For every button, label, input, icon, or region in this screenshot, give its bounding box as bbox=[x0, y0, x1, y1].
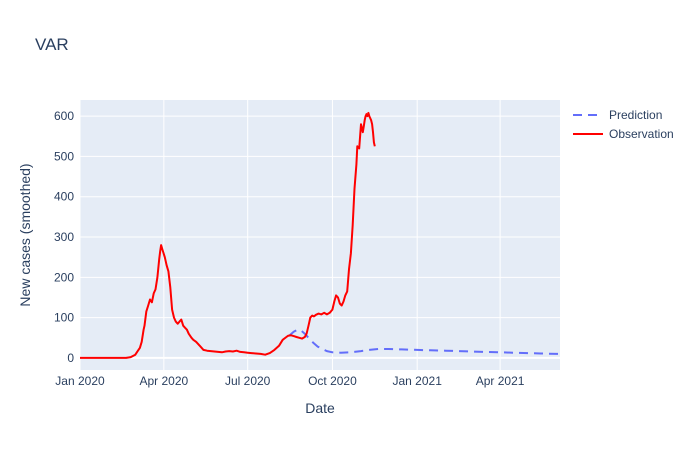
x-tick-label: Oct 2020 bbox=[308, 374, 357, 388]
x-tick-label: Apr 2020 bbox=[139, 374, 188, 388]
y-tick-label: 100 bbox=[54, 311, 74, 325]
legend[interactable]: Prediction Observation bbox=[573, 108, 674, 141]
y-tick-label: 600 bbox=[54, 109, 74, 123]
x-tick-label: Jan 2021 bbox=[393, 374, 443, 388]
series-line-observation bbox=[80, 111, 376, 359]
y-axis-title: New cases (smoothed) bbox=[17, 163, 33, 306]
y-tick-label: 200 bbox=[54, 270, 74, 284]
legend-item-prediction[interactable]: Prediction bbox=[573, 108, 662, 122]
x-tick-label: Jan 2020 bbox=[55, 374, 105, 388]
x-tick-label: Jul 2020 bbox=[225, 374, 271, 388]
y-tick-label: 300 bbox=[54, 230, 74, 244]
x-tick-labels: Jan 2020 Apr 2020 Jul 2020 Oct 2020 Jan 2021… bbox=[55, 374, 524, 388]
plot-area bbox=[80, 100, 560, 370]
series-line-prediction bbox=[288, 328, 560, 355]
legend-label: Observation bbox=[609, 127, 674, 141]
legend-item-observation[interactable]: Observation bbox=[573, 127, 674, 141]
legend-label: Prediction bbox=[609, 108, 662, 122]
y-tick-label: 400 bbox=[54, 190, 74, 204]
x-tick-label: Apr 2021 bbox=[476, 374, 525, 388]
series-layer bbox=[80, 111, 560, 359]
y-tick-labels: 0 100 200 300 400 500 600 bbox=[54, 109, 74, 365]
y-gridlines bbox=[80, 115, 560, 359]
chart-title: VAR bbox=[35, 35, 69, 54]
x-gridlines bbox=[79, 100, 501, 370]
x-axis-title: Date bbox=[305, 400, 335, 416]
y-tick-label: 500 bbox=[54, 149, 74, 163]
y-tick-label: 0 bbox=[67, 351, 74, 365]
